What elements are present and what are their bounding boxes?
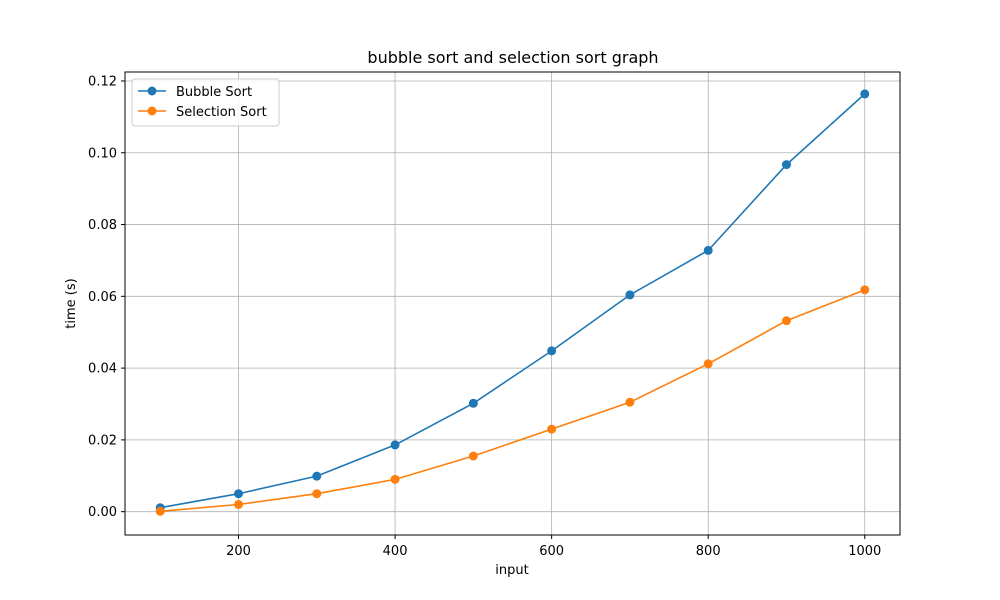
data-point-bubble-sort: [625, 290, 635, 300]
y-tick-label: 0.06: [88, 290, 117, 305]
series-line-selection-sort: [160, 289, 866, 513]
data-point-bubble-sort: [781, 160, 791, 170]
plot-frame: [124, 71, 901, 536]
y-tick-label: 0.08: [88, 218, 117, 233]
x-tick-label: 1000: [848, 544, 881, 559]
y-tick-label: 0.02: [88, 433, 117, 448]
legend-label-bubble-sort: Bubble Sort: [176, 85, 252, 100]
data-point-bubble-sort: [234, 489, 244, 499]
data-point-selection-sort: [703, 359, 713, 369]
chart-title: bubble sort and selection sort graph: [367, 48, 658, 67]
data-point-selection-sort: [468, 451, 478, 461]
legend-marker-selection-sort: [147, 106, 157, 116]
data-point-selection-sort: [155, 506, 165, 516]
legend-label-selection-sort: Selection Sort: [176, 105, 267, 120]
y-tick-label: 0.10: [88, 146, 117, 161]
y-tick-label: 0.04: [88, 362, 117, 377]
data-point-selection-sort: [625, 397, 635, 407]
x-tick-label: 400: [383, 544, 408, 559]
data-point-selection-sort: [234, 499, 244, 509]
data-point-selection-sort: [390, 474, 400, 484]
data-point-bubble-sort: [312, 471, 322, 481]
data-point-selection-sort: [860, 285, 870, 295]
legend-box: [131, 78, 280, 127]
x-tick-label: 800: [696, 544, 721, 559]
legend: Bubble Sort Selection Sort: [131, 78, 280, 127]
data-point-bubble-sort: [390, 440, 400, 450]
data-point-selection-sort: [781, 316, 791, 326]
series-line-bubble-sort: [160, 93, 866, 509]
data-point-bubble-sort: [468, 398, 478, 408]
x-tick-label: 200: [226, 544, 251, 559]
grid: [125, 72, 900, 535]
data-point-selection-sort: [547, 424, 557, 434]
data-point-bubble-sort: [860, 89, 870, 99]
legend-marker-bubble-sort: [147, 86, 157, 96]
data-point-bubble-sort: [547, 346, 557, 356]
series-layer: [155, 89, 870, 516]
x-axis-title: input: [495, 563, 528, 578]
y-tick-label: 0.00: [88, 505, 117, 520]
data-point-selection-sort: [312, 489, 322, 499]
y-axis-title: time (s): [64, 278, 79, 328]
y-tick-label: 0.12: [88, 74, 117, 89]
ticks: 200 400 600 800 1000 0.00 0.02 0.04 0.06 0.08 0.10…: [88, 74, 881, 559]
data-point-bubble-sort: [703, 245, 713, 255]
x-tick-label: 600: [539, 544, 564, 559]
